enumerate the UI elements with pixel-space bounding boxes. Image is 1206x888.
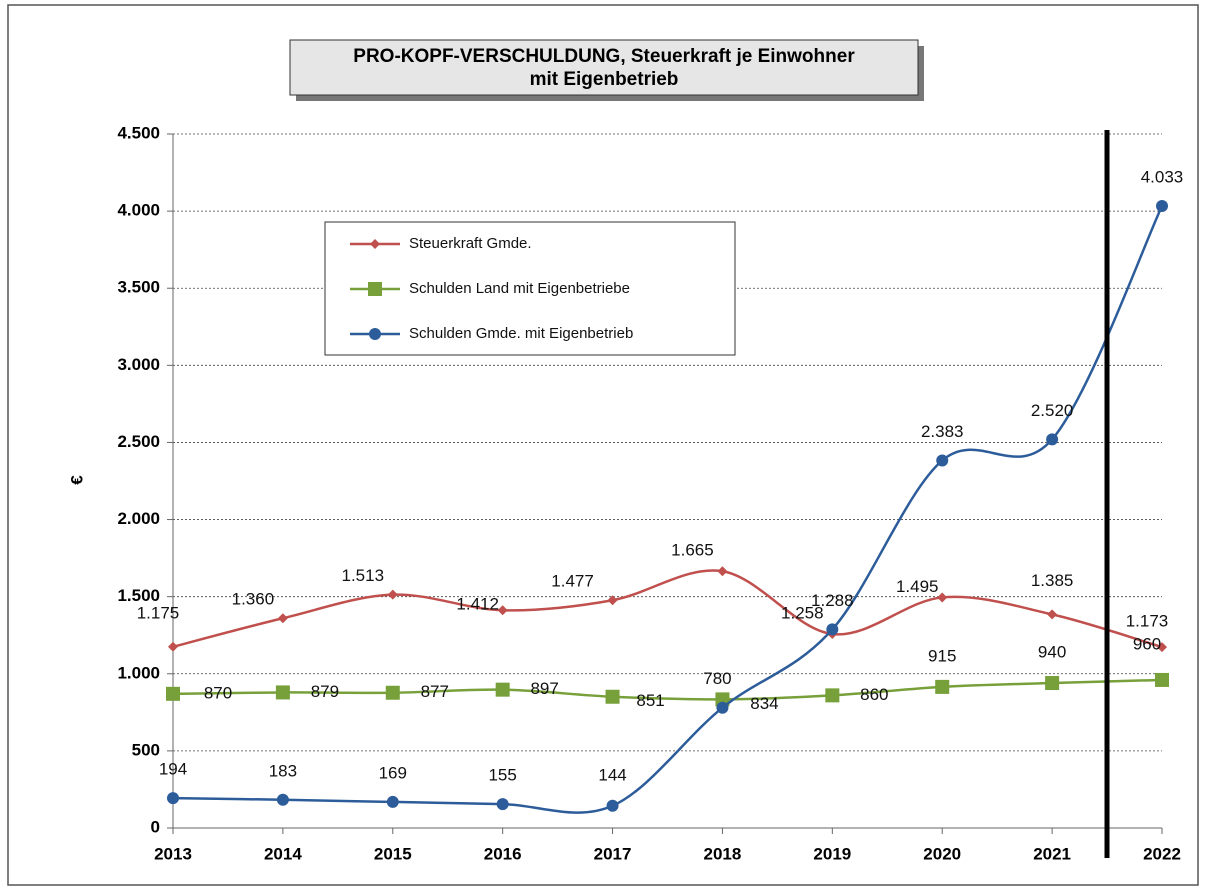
y-tick-label: 1.500: [117, 586, 160, 605]
legend-label: Schulden Gmde. mit Eigenbetrieb: [409, 325, 633, 342]
data-label: 1.288: [811, 591, 854, 610]
x-tick-label: 2016: [484, 844, 522, 863]
data-label: 1.258: [781, 603, 824, 622]
marker: [606, 799, 619, 812]
plot: 1.175 1.360 1.513 1.412 1.477 1.665 1.258 1.495…: [137, 168, 1184, 814]
marker: [1046, 433, 1059, 446]
marker: [368, 282, 382, 296]
marker: [935, 679, 950, 694]
data-label: 183: [269, 761, 297, 780]
series-line: [172, 569, 1163, 649]
data-label: 834: [750, 694, 778, 713]
y-tick-label: 3.000: [117, 355, 160, 374]
data-label: 879: [311, 682, 339, 701]
marker: [825, 688, 840, 703]
legend-label: Steuerkraft Gmde.: [409, 235, 532, 252]
x-tick-label: 2020: [923, 844, 961, 863]
marker: [605, 689, 620, 704]
x-tick-label: 2017: [594, 844, 632, 863]
chart-title: PRO-KOPF-VERSCHULDUNG, Steuerkraft je Ei…: [353, 46, 855, 67]
x-tick-label: 2021: [1033, 844, 1071, 863]
marker: [168, 641, 178, 652]
legend-label: Schulden Land mit Eigenbetriebe: [409, 280, 630, 297]
marker: [277, 613, 288, 624]
marker: [1155, 672, 1169, 687]
y-tick-label: 3.500: [117, 278, 160, 297]
marker: [495, 682, 510, 697]
marker: [385, 685, 400, 700]
data-label: 960: [1133, 634, 1161, 653]
data-label: 1.385: [1031, 571, 1074, 590]
marker: [937, 592, 948, 603]
data-label: 870: [204, 683, 232, 702]
data-label: 1.477: [551, 572, 594, 591]
data-label: 877: [421, 682, 449, 701]
data-label: 144: [598, 765, 626, 784]
y-tick-label: 2.000: [117, 509, 160, 528]
data-label: 1.175: [137, 603, 180, 622]
y-axis-label: €: [67, 475, 86, 485]
y-tick-label: 4.000: [117, 201, 160, 220]
marker: [716, 701, 729, 714]
marker: [370, 239, 380, 249]
y-tick-label: 1.000: [117, 663, 160, 682]
legend: Steuerkraft Gmde. Schulden Land mit Eigen…: [350, 235, 633, 342]
data-label: 1.412: [456, 595, 499, 614]
frame: [7, 4, 1199, 886]
marker: [1156, 200, 1168, 213]
marker: [496, 798, 509, 811]
data-label: 155: [488, 766, 516, 785]
y-tick-label: 4.500: [117, 123, 160, 142]
marker: [497, 605, 508, 616]
marker: [276, 793, 289, 806]
marker: [1047, 609, 1058, 620]
x-tick-label: 2019: [813, 844, 851, 863]
data-label: 2.383: [921, 422, 964, 441]
marker: [387, 589, 398, 600]
marker: [826, 623, 839, 636]
x-tick-label: 2014: [264, 844, 302, 863]
data-label: 1.360: [232, 590, 275, 609]
data-label: 1.665: [671, 541, 714, 560]
data-label: 169: [379, 763, 407, 782]
data-label: 860: [860, 685, 888, 704]
marker: [936, 454, 949, 467]
x-tick-label: 2022: [1143, 844, 1181, 863]
data-label: 780: [703, 669, 731, 688]
data-label: 940: [1038, 643, 1066, 662]
chart-subtitle: mit Eigenbetrieb: [530, 69, 679, 90]
data-label: 1.495: [896, 577, 939, 596]
marker: [1157, 642, 1167, 653]
data-label: 897: [530, 679, 558, 698]
title-box: [289, 39, 919, 96]
marker: [1045, 676, 1060, 691]
data-label: 2.520: [1031, 401, 1074, 420]
data-label: 194: [159, 760, 187, 779]
data-label: 1.513: [342, 566, 385, 585]
marker: [167, 792, 179, 805]
x-tick-label: 2018: [704, 844, 742, 863]
y-tick-label: 2.500: [117, 432, 160, 451]
marker: [717, 566, 728, 577]
y-tick-label: 0: [151, 817, 160, 836]
y-tick-label: 500: [132, 740, 160, 759]
series-line: [172, 678, 1163, 701]
marker: [369, 328, 381, 340]
marker: [166, 686, 180, 701]
data-label: 851: [636, 691, 664, 710]
marker: [275, 685, 290, 700]
marker: [386, 795, 399, 808]
x-tick-label: 2015: [374, 844, 412, 863]
data-label: 1.173: [1126, 612, 1169, 631]
data-label: 4.033: [1141, 168, 1184, 187]
x-tick-label: 2013: [154, 844, 192, 863]
data-label: 915: [928, 646, 956, 665]
marker: [607, 595, 618, 606]
